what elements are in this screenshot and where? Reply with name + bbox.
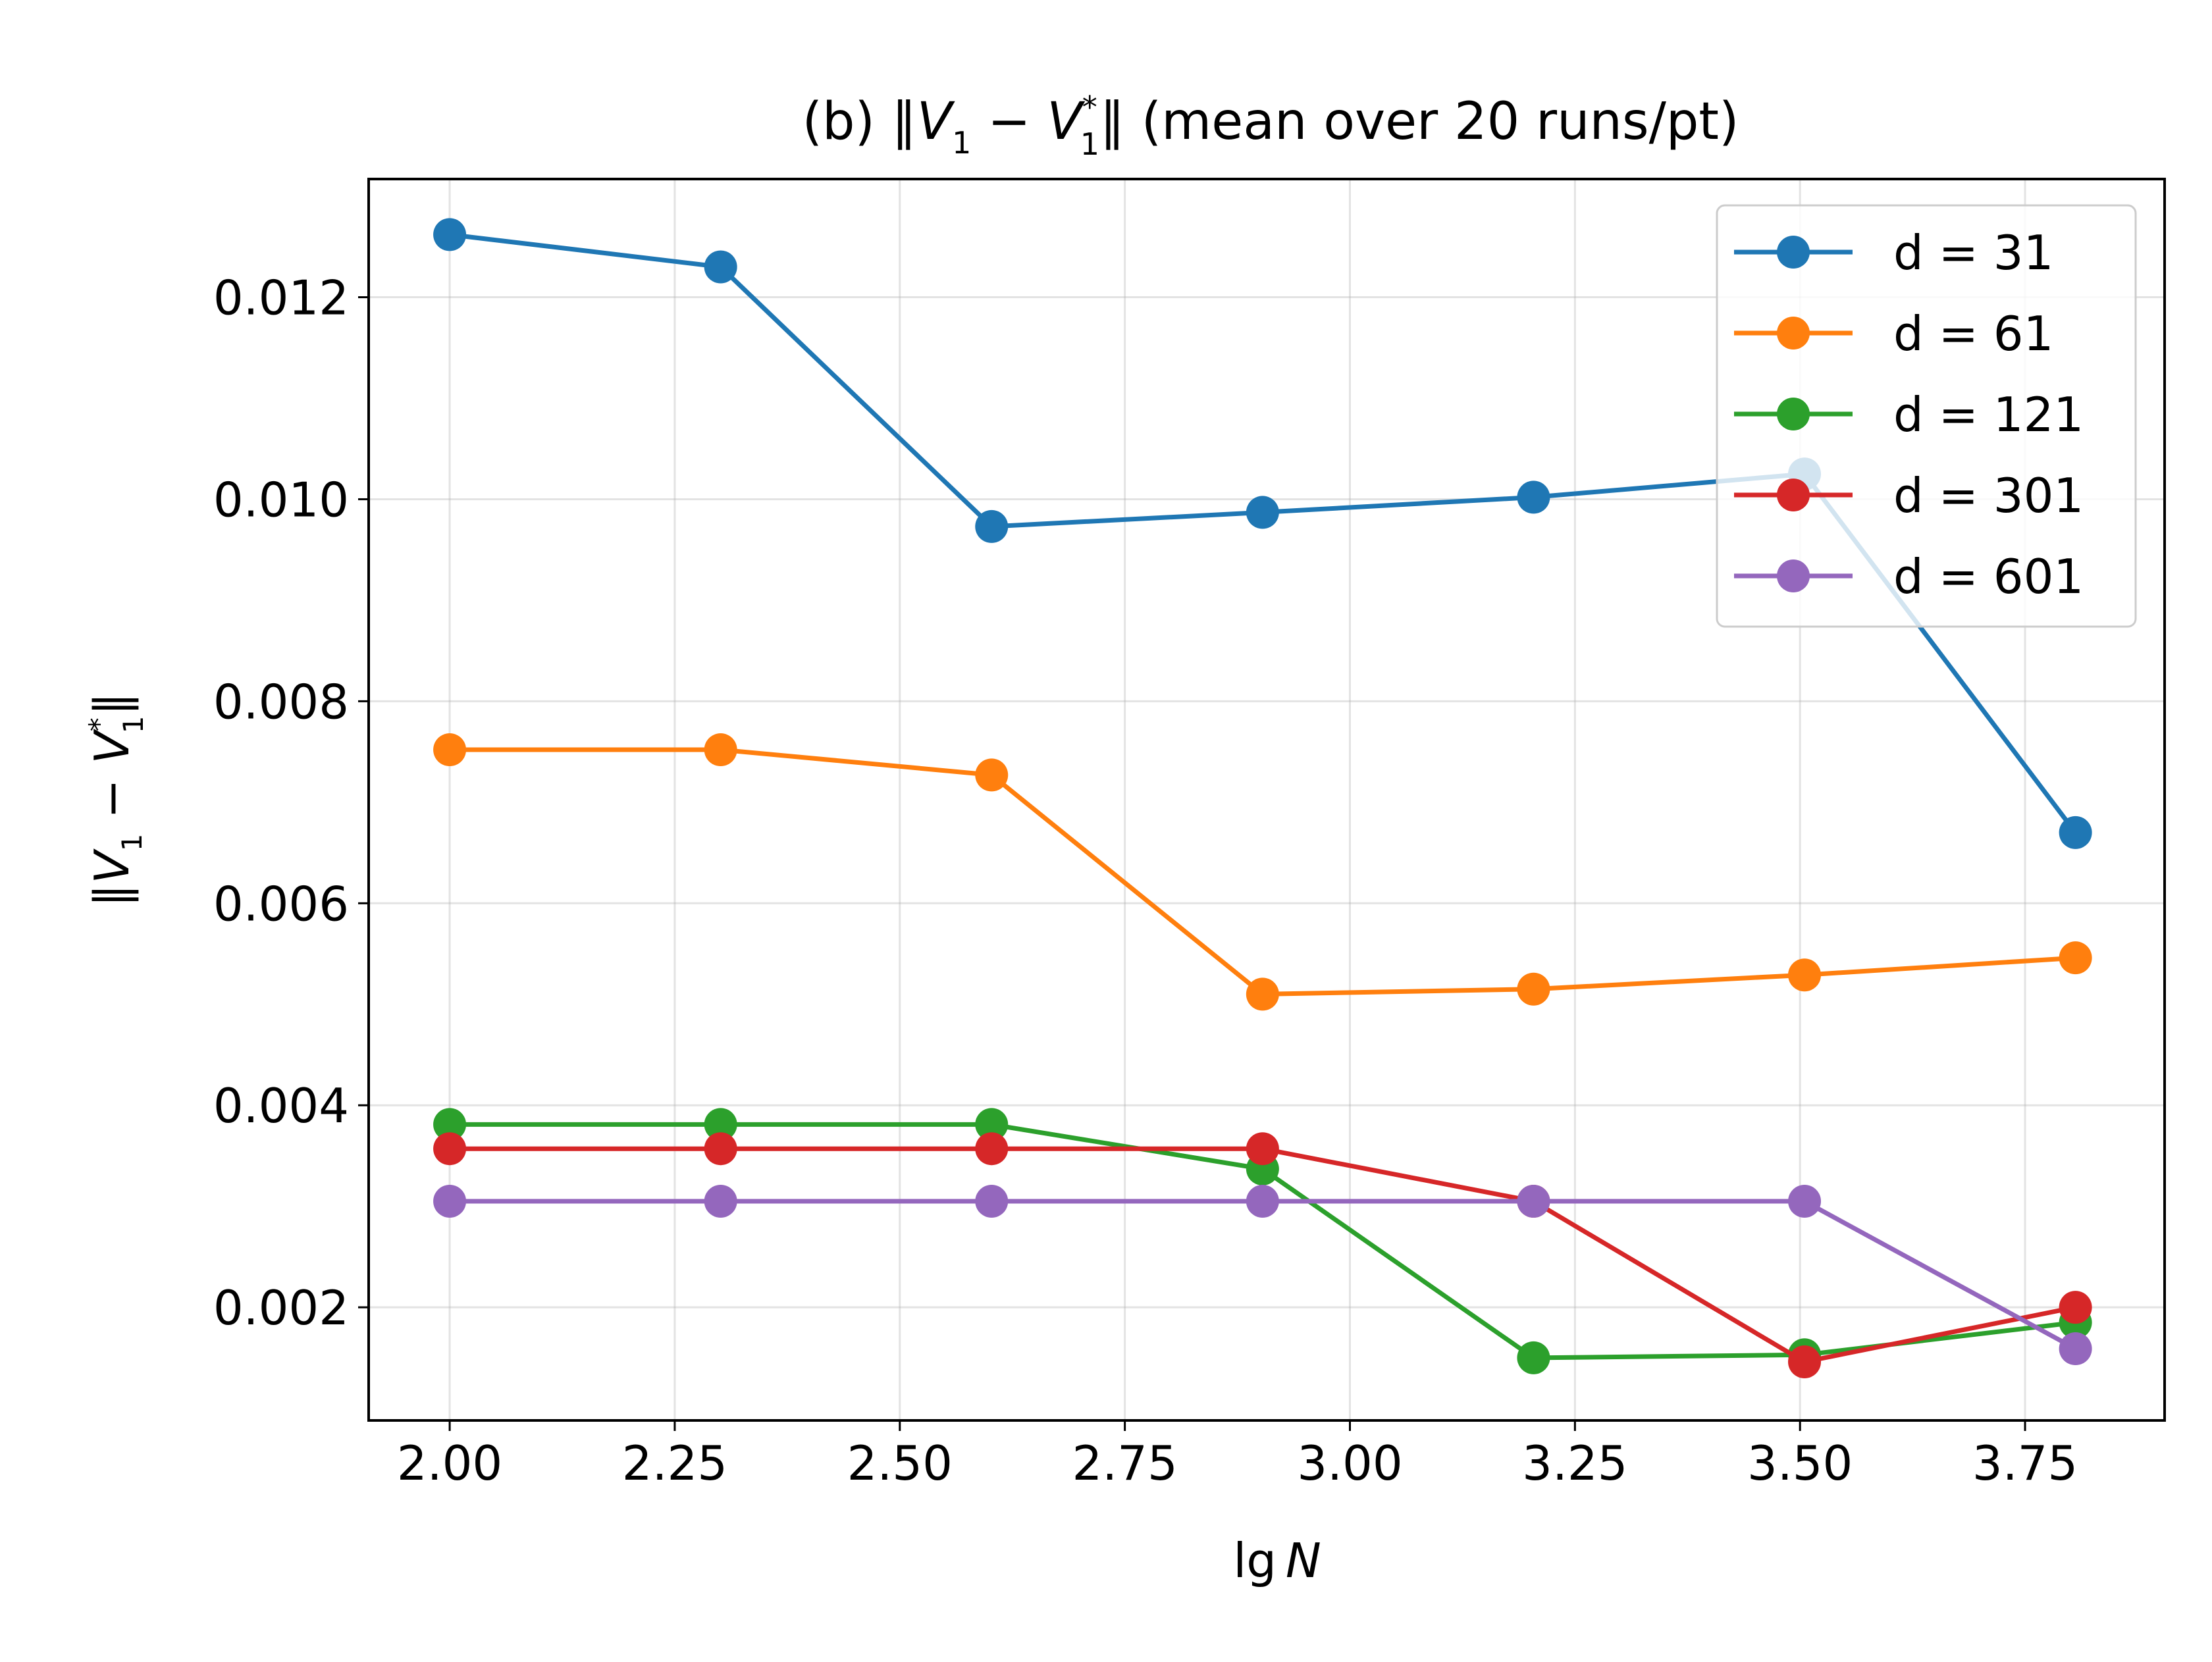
legend-box [1716,204,2137,628]
legend-entry: d = 31 [1734,225,2053,280]
x-axis-label: lg N [1233,1533,1321,1588]
data-point [1246,1132,1279,1166]
plot-frame [367,178,2166,1422]
data-point [1788,958,1822,992]
data-point [704,250,737,284]
data-point [433,1184,467,1218]
legend-marker [1777,398,1810,430]
legend-marker [1777,236,1810,269]
x-tick-label: 3.25 [1522,1436,1627,1491]
data-point [704,1184,737,1218]
axis-ticks: 2.00 2.25 2.50 2.75 3.00 3.25 3.50 3.75 0.002 0.0… [213,271,2078,1491]
data-point [433,1132,467,1166]
data-point [1517,480,1550,514]
data-point [975,1184,1009,1218]
data-point [975,1108,1009,1141]
y-axis-label: ∥V1 − V*1∥ [83,692,149,907]
legend-marker [1777,479,1810,511]
data-point [1517,972,1550,1006]
x-tick-label: 2.75 [1072,1436,1177,1491]
data-point [975,1132,1009,1166]
legend-label: d = 121 [1893,387,2084,442]
legend-label: d = 31 [1893,225,2053,280]
data-point [433,1108,467,1141]
data-point [2059,941,2092,975]
y-tick-label: 0.008 [213,674,349,729]
data-point [1517,1184,1550,1218]
data-point [1246,977,1279,1011]
y-tick-label: 0.012 [213,271,349,326]
data-point [1788,1345,1822,1378]
data-point [704,1108,737,1141]
y-tick-label: 0.010 [213,472,349,527]
y-tick-label: 0.004 [213,1078,349,1133]
data-point [1246,496,1279,529]
series-d-61 [433,733,2092,1011]
y-tick-label: 0.002 [213,1280,349,1336]
x-tick-label: 3.50 [1747,1436,1853,1491]
x-tick-label: 2.25 [622,1436,727,1491]
data-point [1246,1184,1279,1218]
legend: d = 31 d = 61 d = 121 d = 301 d = 601 [1716,204,2137,628]
data-point [2059,1332,2092,1366]
x-tick-label: 2.00 [397,1436,502,1491]
series-layer [433,218,2092,1378]
legend-marker [1777,559,1810,592]
legend-label: d = 301 [1893,468,2084,523]
data-point [1517,1341,1550,1374]
legend-label: d = 601 [1893,549,2084,604]
series-d-601 [433,1184,2092,1366]
legend-marker [1777,317,1810,350]
data-point [975,758,1009,792]
x-tick-label: 2.50 [847,1436,953,1491]
data-point [1788,1184,1822,1218]
x-tick-label: 3.00 [1297,1436,1402,1491]
data-point [704,1132,737,1166]
data-point [704,733,737,767]
legend-entry: d = 61 [1734,306,2053,361]
legend-entry: d = 121 [1734,387,2084,442]
data-point [2059,1291,2092,1324]
legend-entry: d = 601 [1734,549,2084,604]
data-point [433,733,467,767]
legend-entry: d = 301 [1734,468,2084,523]
legend-label: d = 61 [1893,306,2053,361]
data-point [2059,816,2092,849]
chart-title: (b) ∥V1 − V* 1∥ (mean over 20 runs/pt) [803,90,1739,162]
x-tick-label: 3.75 [1972,1436,2078,1491]
y-tick-label: 0.006 [213,876,349,931]
data-point [975,509,1009,543]
data-point [433,218,467,251]
